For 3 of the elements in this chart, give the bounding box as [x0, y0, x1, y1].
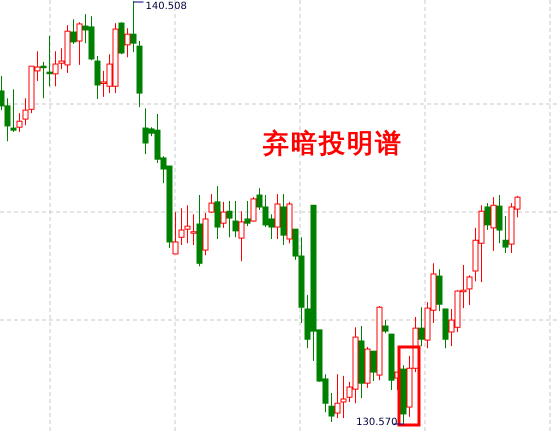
text: 弃暗投明谱	[262, 129, 403, 159]
annotation: 140.508	[146, 1, 187, 12]
annotation: 130.570	[356, 417, 398, 428]
